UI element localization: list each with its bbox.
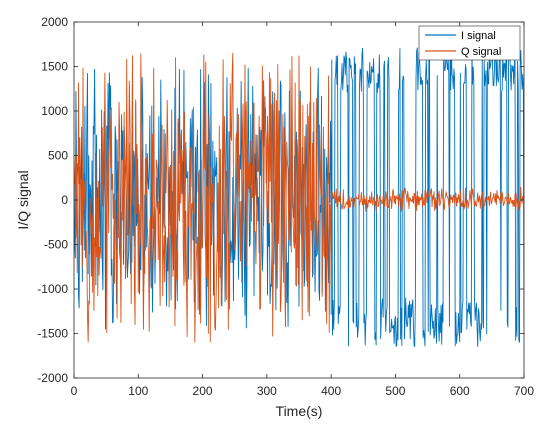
y-tick-label: 1000	[41, 104, 68, 118]
x-tick-label: 300	[257, 384, 277, 398]
y-tick-label: 2000	[41, 15, 68, 29]
y-tick-label: 500	[48, 149, 68, 163]
y-tick-label: 1500	[41, 60, 68, 74]
x-tick-label: 100	[128, 384, 148, 398]
plot-area	[73, 21, 525, 379]
legend-label-i-signal: I signal	[461, 30, 496, 42]
x-tick-label: 600	[450, 384, 470, 398]
legend-label-q-signal: Q signal	[461, 46, 501, 58]
y-tick-label: -500	[44, 238, 68, 252]
y-tick-label: -2000	[37, 371, 68, 385]
y-axis-ticks: -2000 -1500 -1000 -500 0 500 1000 1500 2000	[37, 15, 524, 385]
x-tick-label: 400	[321, 384, 341, 398]
y-axis-label: I/Q signal	[15, 170, 31, 229]
series-line-q-signal	[74, 52, 524, 343]
x-axis-ticks: 0 100 200 300 400 500 600 700	[71, 22, 534, 398]
x-tick-label: 200	[193, 384, 213, 398]
series-line-i-signal	[74, 46, 524, 348]
y-tick-label: -1500	[37, 327, 68, 341]
x-tick-label: 500	[385, 384, 405, 398]
legend-box	[418, 25, 521, 61]
x-axis-label: Time(s)	[276, 403, 323, 419]
legend: I signal Q signal	[418, 25, 521, 61]
series-layer	[74, 46, 524, 348]
x-tick-label: 700	[514, 384, 534, 398]
y-tick-label: 0	[61, 193, 68, 207]
x-tick-label: 0	[71, 384, 78, 398]
y-tick-label: -1000	[37, 282, 68, 296]
